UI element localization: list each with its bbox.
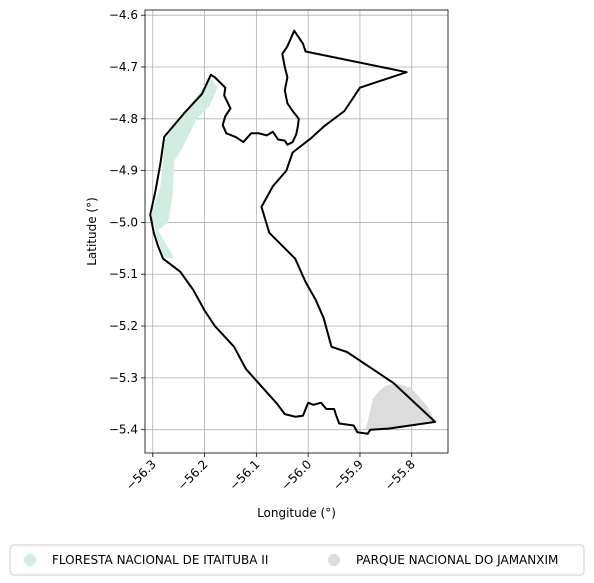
area-polygon-0 [151,77,218,259]
area-polygon-1 [365,383,436,430]
y-tick-label: −5.2 [109,319,138,333]
legend-marker-0 [24,554,36,566]
legend-marker-1 [328,554,340,566]
y-tick-label: −4.8 [109,112,138,126]
grid [145,10,448,453]
legend-label-1: PARQUE NACIONAL DO JAMANXIM [356,553,558,567]
y-tick-label: −5.1 [109,267,138,281]
legend: FLORESTA NACIONAL DE ITAITUBA II PARQUE N… [9,544,585,576]
municipality-boundary [149,29,437,435]
y-tick-label: −4.6 [109,8,138,22]
y-tick-label: −5.0 [109,215,138,229]
y-tick-label: −4.7 [109,60,138,74]
y-tick-label: −4.9 [109,164,138,178]
y-tick-label: −5.3 [109,371,138,385]
protected-areas [151,77,436,430]
y-tick-label: −5.4 [109,423,138,437]
x-axis-label: Longitude (°) [257,506,336,520]
legend-label-0: FLORESTA NACIONAL DE ITAITUBA II [52,553,268,567]
legend-box [9,544,585,576]
y-axis-label: Latitude (°) [85,197,99,266]
axes-frame [144,9,449,454]
